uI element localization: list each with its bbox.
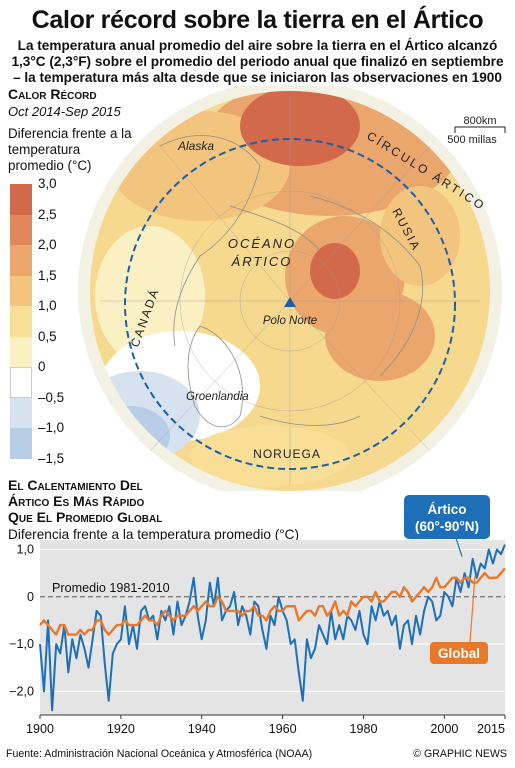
legend-title-1: Diferencia frente a la bbox=[8, 126, 132, 141]
label-ocean-1: OCÉANO bbox=[228, 236, 296, 251]
scale-km: 800km bbox=[463, 115, 496, 127]
legend-title-2: temperatura bbox=[8, 142, 81, 157]
scale-miles: 500 millas bbox=[447, 134, 497, 146]
label-groenlandia: Groenlandia bbox=[186, 391, 249, 403]
callout-global-label: Global bbox=[438, 646, 480, 661]
legend-label: 2,5 bbox=[38, 206, 57, 222]
credit: © GRAPHIC NEWS bbox=[413, 748, 507, 760]
subtitle-line-1: La temperatura anual promedio del aire s… bbox=[17, 38, 498, 53]
series-line-artico bbox=[39, 544, 506, 712]
x-tick-label: 1940 bbox=[188, 722, 216, 736]
x-tick-label: 1900 bbox=[26, 722, 54, 736]
y-tick-label: −2,0 bbox=[9, 684, 34, 698]
legend-swatch bbox=[10, 275, 32, 306]
legend-label: –0,5 bbox=[38, 389, 65, 405]
callout-artico-box bbox=[404, 495, 490, 539]
page-title: Calor récord sobre la tierra en el Ártic… bbox=[31, 6, 484, 34]
legend-swatch bbox=[10, 367, 32, 398]
chart-heading-3: Que El Promedio Global bbox=[8, 509, 163, 525]
legend-title-3: promedio (°C) bbox=[8, 158, 92, 173]
x-tick-label: 2000 bbox=[430, 722, 458, 736]
map-period: Oct 2014-Sep 2015 bbox=[8, 104, 121, 119]
legend-swatch bbox=[10, 306, 32, 337]
y-tick-label: 1,0 bbox=[16, 542, 34, 556]
callout-artico-label: Ártico (60°-90°N) bbox=[415, 502, 479, 534]
callout-global-box bbox=[430, 642, 488, 664]
color-legend: 3,0 2,5 2,0 1,5 1,0 0,5 0 –0,5 –1,0 –1,5 bbox=[10, 176, 70, 466]
legend-label: –1,5 bbox=[38, 450, 65, 466]
legend-label: –1,0 bbox=[38, 420, 65, 435]
chart-y-axis-label: Diferencia frente a la temperatura prome… bbox=[8, 527, 300, 542]
reference-line-label: Promedio 1981-2010 bbox=[52, 581, 170, 595]
legend-label: 0 bbox=[38, 359, 46, 374]
legend-label: 2,0 bbox=[38, 237, 57, 252]
chart-heading-2: Ártico Es Más Rápido bbox=[8, 493, 145, 509]
legend-swatch bbox=[10, 214, 32, 245]
legend-label: 0,5 bbox=[38, 328, 57, 344]
plot-background bbox=[40, 540, 505, 715]
legend-swatch bbox=[10, 184, 32, 215]
legend-swatch bbox=[10, 428, 32, 459]
arctic-temperature-map: 800km 500 millas Alaska CANADÁ RUSIA OCÉ… bbox=[78, 86, 506, 491]
legend-label: 1,0 bbox=[38, 298, 57, 313]
legend-label: 3,0 bbox=[38, 176, 57, 191]
chart-heading-1: El Calentamiento Del bbox=[8, 477, 143, 493]
label-ocean-2: ÁRTICO bbox=[231, 254, 293, 269]
legend-label: 1,5 bbox=[38, 267, 57, 283]
legend-swatch bbox=[10, 245, 32, 276]
legend-swatch bbox=[10, 397, 32, 428]
label-alaska: Alaska bbox=[177, 139, 214, 153]
graticule bbox=[100, 96, 480, 486]
series-line-global bbox=[39, 567, 506, 636]
arctic-circle-line bbox=[124, 138, 456, 470]
callout-artico-pointer bbox=[455, 537, 463, 557]
subtitle-line-3: – la temperatura más alta desde que se i… bbox=[13, 70, 502, 85]
temperature-line-chart: 1,0 0 −1,0 −2,0 1900 1920 1940 1960 1980 2000 2015… bbox=[9, 495, 506, 736]
x-tick-label: 2015 bbox=[477, 722, 505, 736]
north-pole-marker bbox=[284, 297, 296, 307]
x-tick-label: 1960 bbox=[269, 722, 297, 736]
callout-global-pointer bbox=[469, 575, 476, 643]
y-tick-label: −1,0 bbox=[9, 637, 34, 651]
x-tick-label: 1920 bbox=[107, 722, 135, 736]
coastlines bbox=[159, 135, 423, 428]
y-tick-label: 0 bbox=[27, 590, 34, 604]
x-tick-label: 1980 bbox=[349, 722, 377, 736]
source-note: Fuente: Administración Nacional Oceánica… bbox=[6, 748, 313, 760]
label-noruega: NORUEGA bbox=[253, 447, 321, 461]
subtitle-line-2: 1,3°C (2,3°F) sobre el promedio del peri… bbox=[11, 54, 504, 69]
scale-bar bbox=[454, 126, 506, 133]
label-polo-norte: Polo Norte bbox=[263, 315, 317, 327]
map-heading: Calor Récord bbox=[8, 86, 97, 102]
legend-swatch bbox=[10, 336, 32, 367]
